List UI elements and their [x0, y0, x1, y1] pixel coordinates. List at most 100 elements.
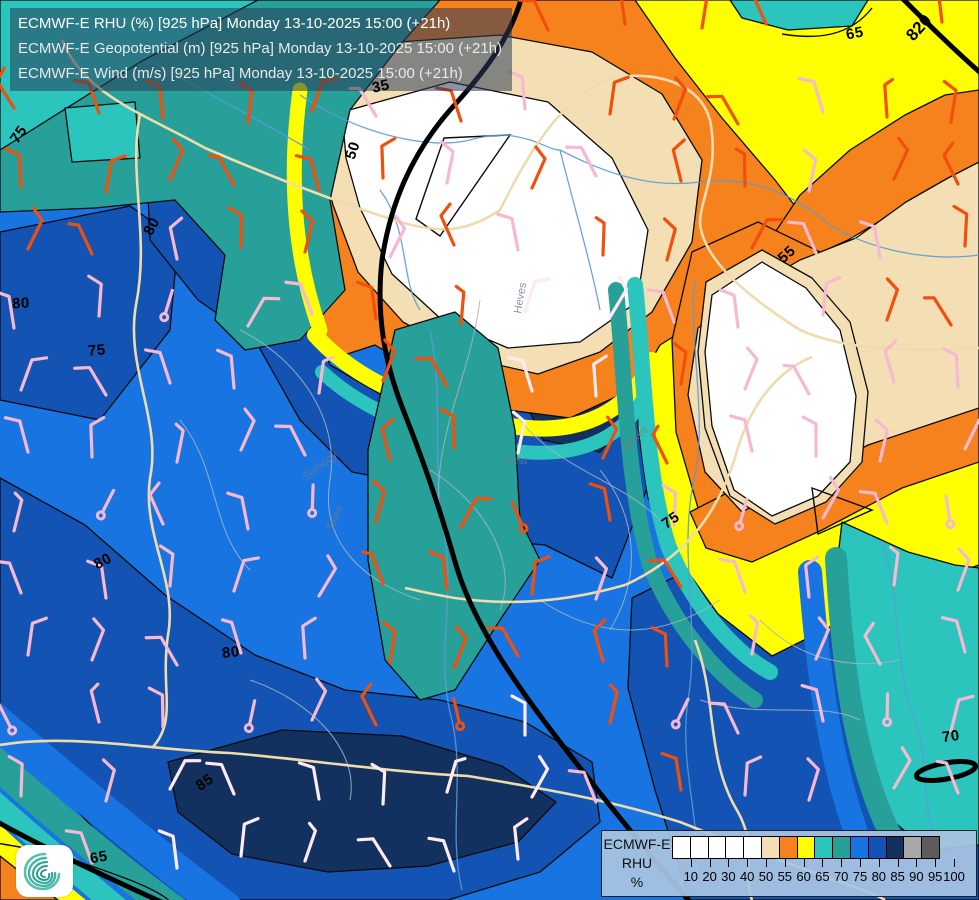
legend-tick-value: 70	[833, 869, 849, 884]
wind-barb	[439, 202, 456, 247]
legend-color-scale	[672, 836, 940, 859]
wind-barb	[874, 418, 889, 463]
wind-barb	[734, 147, 747, 188]
wind-barb	[440, 140, 455, 185]
legend-title-model: ECMWF-E	[603, 836, 671, 852]
county-name-label: Pest	[505, 455, 528, 467]
legend-tick-value: 65	[815, 869, 830, 884]
wind-barb	[205, 761, 236, 796]
wind-barb	[243, 699, 257, 734]
rh-contour-value-label: 70	[940, 726, 961, 747]
wind-barb	[567, 769, 598, 804]
wind-barb	[510, 694, 527, 737]
wind-barb	[942, 141, 960, 186]
wind-barb	[356, 837, 392, 868]
wind-barb	[718, 557, 747, 594]
legend-tick-mark	[916, 859, 918, 867]
wind-barb	[143, 348, 172, 385]
wind-barb	[454, 284, 466, 326]
wind-barb	[284, 280, 314, 316]
wind-barb	[608, 275, 629, 319]
rhu-legend: ECMWF-E RHU % 10 20 30 40 50 55 60 65 70 75 80 85 90…	[601, 830, 977, 897]
wind-barb	[608, 75, 630, 116]
wind-barb	[605, 0, 627, 26]
legend-color-swatch	[725, 836, 745, 859]
wind-barb	[940, 616, 967, 654]
wind-barb	[506, 355, 534, 393]
rh-bands-bottomright	[798, 521, 979, 870]
wind-barb	[734, 497, 749, 532]
wind-barb	[317, 355, 334, 395]
wind-barb	[736, 0, 768, 26]
legend-tick-value: 90	[909, 869, 924, 884]
wind-barb	[220, 618, 243, 655]
legend-tick-value: 95	[927, 869, 943, 884]
wind-barb	[216, 348, 236, 390]
admin-boundaries	[179, 299, 901, 801]
legend-tick-mark	[728, 859, 730, 867]
wind-barb	[207, 154, 236, 187]
wind-barb	[728, 414, 754, 453]
wind-barb	[935, 759, 960, 795]
wind-barb	[427, 836, 456, 873]
wind-barb	[888, 545, 900, 587]
wind-barb	[101, 758, 116, 803]
legend-tick-mark	[897, 859, 899, 867]
legend-color-swatch	[672, 836, 691, 859]
legend-tick-mark	[935, 859, 937, 867]
wind-barb	[956, 547, 971, 592]
legend-color-swatch	[903, 836, 923, 859]
wind-barb	[748, 614, 760, 656]
wind-barb	[87, 274, 103, 318]
legend-tick-mark	[803, 859, 805, 867]
wind-barb	[168, 137, 185, 182]
wind-barb	[297, 761, 321, 801]
wind-barb	[381, 338, 397, 383]
legend-tick-value: 20	[702, 869, 717, 884]
wind-barb	[952, 204, 969, 248]
legend-color-swatch	[778, 836, 798, 859]
wind-barb	[317, 554, 338, 598]
wind-barb	[594, 556, 609, 601]
title-overlay: ECMWF-E RHU (%) [925 hPa] Monday 13-10-2…	[10, 8, 512, 91]
wind-barb	[718, 288, 740, 329]
wind-barb	[949, 694, 975, 733]
legend-color-swatch	[689, 836, 709, 859]
legend-tick-value: 85	[890, 869, 905, 884]
legend-tick-value: 100	[943, 869, 965, 884]
legend-tick-mark	[878, 859, 880, 867]
title-line-geopotential: ECMWF-E Geopotential (m) [925 hPa] Monda…	[18, 40, 502, 57]
wind-barb	[452, 625, 468, 670]
legend-color-swatch	[867, 836, 887, 859]
wind-barb	[660, 751, 683, 792]
wind-barb	[608, 683, 619, 725]
title-line-rhu: ECMWF-E RHU (%) [925 hPa] Monday 13-10-2…	[18, 15, 451, 32]
legend-tick-value: 55	[777, 869, 793, 884]
wind-barb	[670, 697, 690, 730]
rh-region-teal-centre	[367, 311, 541, 701]
wind-barb	[882, 692, 893, 728]
wind-barbs	[0, 0, 979, 873]
wind-barb	[168, 216, 184, 261]
wind-barb	[174, 422, 185, 464]
wind-barb	[922, 0, 944, 24]
wind-barb	[445, 757, 467, 794]
wind-barb	[301, 616, 317, 660]
wind-barb	[360, 682, 378, 727]
wind-barb	[300, 209, 315, 254]
wind-barb	[90, 617, 106, 662]
rh-contour-value-label: 35	[370, 76, 392, 97]
wind-barb	[661, 483, 678, 527]
wind-barb	[0, 559, 23, 595]
wind-barb	[892, 746, 912, 790]
wind-barb	[650, 626, 669, 668]
rh-contour-value-label: 80	[11, 294, 31, 313]
wind-barb	[64, 829, 94, 865]
wind-barb	[806, 757, 820, 802]
wind-barb	[507, 69, 527, 111]
wind-barb	[942, 79, 958, 124]
wind-barb	[0, 289, 16, 330]
legend-tick-mark	[690, 859, 692, 867]
